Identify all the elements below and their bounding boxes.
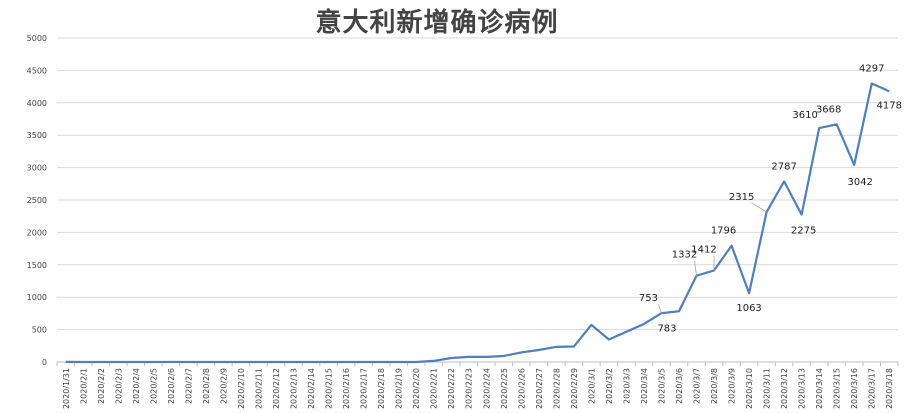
x-tick-label: 2020/3/12 [780, 368, 789, 409]
x-tick-label: 2020/2/11 [254, 368, 263, 409]
data-label: 1332 [672, 250, 697, 261]
x-tick-label: 2020/2/17 [360, 368, 369, 409]
y-tick-label: 3500 [27, 131, 47, 140]
x-tick-label: 2020/2/24 [482, 368, 491, 409]
data-label: 3668 [816, 104, 841, 115]
x-tick-label: 2020/3/17 [868, 368, 877, 409]
x-tick-label: 2020/2/13 [290, 368, 299, 409]
x-tick-label: 2020/3/2 [605, 368, 614, 404]
y-tick-label: 500 [32, 326, 47, 335]
data-label-leader [694, 260, 697, 276]
x-tick-label: 2020/2/10 [237, 368, 246, 409]
y-tick-label: 1000 [27, 293, 47, 302]
data-label: 4178 [877, 100, 902, 111]
x-tick-label: 2020/3/10 [745, 368, 754, 409]
data-label-leader [751, 202, 767, 213]
y-tick-label: 4000 [27, 99, 47, 108]
x-tick-label: 2020/3/11 [763, 368, 772, 409]
x-tick-label: 2020/2/8 [202, 368, 211, 404]
x-tick-label: 2020/3/13 [798, 368, 807, 409]
y-tick-label: 3000 [27, 164, 47, 173]
data-label: 2275 [791, 226, 816, 237]
data-label: 3042 [847, 177, 872, 188]
x-tick-label: 2020/2/3 [114, 368, 123, 404]
x-tick-label: 2020/2/29 [570, 368, 579, 409]
x-tick-label: 2020/2/22 [447, 368, 456, 409]
chart-title: 意大利新增确诊病例 [315, 8, 559, 38]
x-tick-label: 2020/2/18 [377, 368, 386, 409]
x-tick-label: 2020/3/3 [622, 368, 631, 404]
x-tick-label: 2020/2/5 [149, 368, 158, 404]
x-tick-label: 2020/2/16 [342, 368, 351, 409]
x-tick-label: 2020/2/4 [132, 368, 141, 404]
x-tick-label: 2020/3/8 [710, 368, 719, 404]
x-tick-label: 2020/3/18 [885, 368, 894, 409]
y-tick-label: 0 [42, 358, 47, 367]
x-tick-label: 2020/2/26 [517, 368, 526, 409]
x-tick-label: 2020/2/19 [395, 368, 404, 409]
x-tick-label: 2020/2/25 [500, 368, 509, 409]
x-tick-label: 2020/2/1 [79, 368, 88, 404]
x-tick-label: 2020/2/6 [167, 368, 176, 404]
x-tick-label: 2020/2/27 [535, 368, 544, 409]
x-tick-label: 2020/2/28 [552, 368, 561, 409]
y-tick-label: 2500 [27, 196, 47, 205]
x-tick-label: 2020/3/4 [640, 368, 649, 404]
x-tick-label: 2020/3/5 [657, 368, 666, 404]
series-line [65, 82, 890, 364]
x-tick-label: 2020/3/7 [693, 368, 702, 404]
x-tick-label: 2020/2/21 [430, 368, 439, 409]
data-label: 2315 [729, 192, 754, 203]
data-label: 2787 [771, 161, 796, 172]
y-tick-label: 4500 [27, 66, 47, 75]
data-label: 1796 [711, 226, 736, 237]
x-tick-label: 2020/2/15 [325, 368, 334, 409]
x-tick-label: 2020/2/2 [97, 368, 106, 404]
x-tick-label: 2020/3/9 [728, 368, 737, 404]
data-label: 1412 [691, 245, 716, 256]
x-tick-label: 2020/2/14 [307, 368, 316, 409]
x-tick-label: 2020/3/15 [833, 368, 842, 409]
x-tick-label: 2020/2/7 [184, 368, 193, 404]
data-label: 4297 [859, 64, 884, 75]
y-tick-label: 1500 [27, 261, 47, 270]
x-tick-label: 2020/2/9 [219, 368, 228, 404]
x-tick-label: 2020/3/16 [850, 368, 859, 409]
data-label: 753 [639, 293, 658, 304]
data-label: 3610 [792, 110, 817, 121]
x-tick-label: 2020/3/14 [815, 368, 824, 409]
y-tick-label: 5000 [27, 34, 47, 43]
data-label-leader [658, 304, 662, 314]
x-tick-label: 2020/1/31 [62, 368, 71, 409]
x-tick-label: 2020/3/6 [675, 368, 684, 404]
x-tick-label: 2020/3/1 [587, 368, 596, 404]
x-tick-label: 2020/2/23 [465, 368, 474, 409]
data-label: 1063 [736, 303, 761, 314]
data-label: 783 [657, 323, 676, 334]
y-tick-label: 2000 [27, 228, 47, 237]
x-tick-label: 2020/2/20 [412, 368, 421, 409]
x-tick-label: 2020/2/12 [272, 368, 281, 409]
